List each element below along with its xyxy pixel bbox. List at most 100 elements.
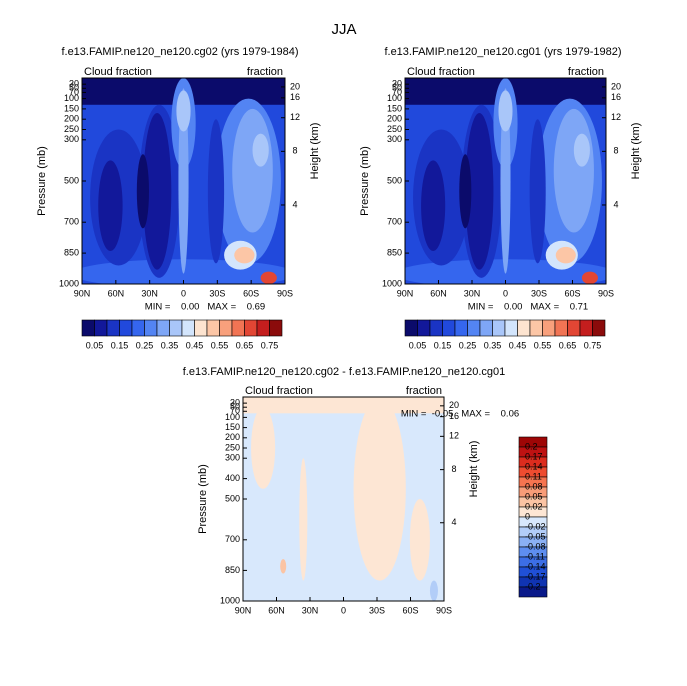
colorbar-box xyxy=(256,319,270,337)
colorbar-box xyxy=(579,319,593,337)
figure-title: JJA xyxy=(331,21,356,38)
contour-fill xyxy=(500,88,511,274)
y-tick-label: 100 xyxy=(387,93,402,103)
x-tick-label: 60S xyxy=(243,288,259,298)
x-tick-label: 90S xyxy=(277,288,293,298)
panel: f.e13.FAMIP.ne120_ne120.cg02 (yrs 1979-1… xyxy=(36,46,321,350)
y2-tick-label: 4 xyxy=(451,517,456,527)
colorbar-box xyxy=(244,319,258,337)
colorbar-label: 0.11 xyxy=(525,471,542,481)
x-tick-label: 90N xyxy=(397,288,414,298)
y-tick-label: 1000 xyxy=(382,278,402,288)
contour-fill xyxy=(234,246,255,264)
contour-fill xyxy=(555,246,576,264)
y-tick-label: 500 xyxy=(225,493,240,503)
y2-tick-label: 12 xyxy=(290,112,300,122)
stats: MIN = 0.00 MAX = 0.71 xyxy=(468,302,588,313)
x-tick-label: 90S xyxy=(436,605,452,615)
x-tick-label: 0 xyxy=(341,605,346,615)
contour-field xyxy=(405,78,606,284)
y-tick-label: 850 xyxy=(64,247,79,257)
y-tick-label: 30 xyxy=(230,397,240,407)
y-tick-label: 700 xyxy=(387,217,402,227)
colorbar-box xyxy=(131,319,145,337)
colorbar-label: -0.14 xyxy=(525,561,546,571)
contour-fill xyxy=(207,119,225,264)
colorbar-box xyxy=(454,319,468,337)
colorbar-label: 0.65 xyxy=(236,340,254,350)
x-tick-label: 60N xyxy=(108,288,125,298)
colorbar-label: 0.2 xyxy=(525,441,538,451)
x-tick-label: 60S xyxy=(402,605,418,615)
y-tick-label: 300 xyxy=(225,453,240,463)
colorbar-box xyxy=(156,319,170,337)
y-tick-label: 70 xyxy=(230,406,240,416)
y-tick-label: 500 xyxy=(387,175,402,185)
x-tick-label: 30S xyxy=(531,288,547,298)
colorbar-label: 0 xyxy=(525,511,530,521)
colorbar-label: 0.08 xyxy=(525,481,543,491)
y2-tick-label: 8 xyxy=(451,464,456,474)
contour-fill xyxy=(459,154,472,229)
colorbar-box xyxy=(231,319,245,337)
colorbar-box xyxy=(269,319,283,337)
y-axis-label: Pressure (mb) xyxy=(36,146,48,216)
colorbar-box xyxy=(479,319,493,337)
x-tick-label: 0 xyxy=(503,288,508,298)
colorbar-label: 0.15 xyxy=(434,340,452,350)
y2-tick-label: 4 xyxy=(613,199,618,209)
y-tick-label: 150 xyxy=(64,103,79,113)
contour-fill xyxy=(353,397,406,581)
y-tick-label: 1000 xyxy=(59,278,79,288)
y-tick-label: 1000 xyxy=(220,595,240,605)
colorbar-label: 0.17 xyxy=(525,451,543,461)
left-label: Cloud fraction xyxy=(407,66,475,78)
colorbar-label: 0.25 xyxy=(136,340,154,350)
y2-tick-label: 16 xyxy=(449,411,459,421)
left-label: Cloud fraction xyxy=(84,66,152,78)
colorbar-label: 0.35 xyxy=(484,340,502,350)
colorbar-box xyxy=(554,319,568,337)
y-tick-label: 250 xyxy=(387,124,402,134)
contour-fill xyxy=(581,271,598,284)
x-tick-label: 90N xyxy=(235,605,252,615)
panel-title: f.e13.FAMIP.ne120_ne120.cg01 (yrs 1979-1… xyxy=(384,46,621,58)
colorbar-label: 0.15 xyxy=(111,340,129,350)
y2-tick-label: 8 xyxy=(613,146,618,156)
y2-tick-label: 16 xyxy=(611,92,621,102)
colorbar-label: 0.05 xyxy=(409,340,427,350)
y-tick-label: 250 xyxy=(64,124,79,134)
colorbar-box xyxy=(492,319,506,337)
y-tick-label: 150 xyxy=(387,103,402,113)
y-axis-label: Pressure (mb) xyxy=(197,464,209,534)
panel-title: f.e13.FAMIP.ne120_ne120.cg02 (yrs 1979-1… xyxy=(61,46,298,58)
right-label: fraction xyxy=(406,385,442,397)
y2-tick-label: 20 xyxy=(290,81,300,91)
y2-axis-label: Height (km) xyxy=(468,441,480,498)
x-tick-label: 60N xyxy=(430,288,447,298)
colorbar-label: 0.65 xyxy=(559,340,577,350)
contour-fill xyxy=(176,90,191,132)
colorbar-label: 0.45 xyxy=(186,340,204,350)
contour-fill xyxy=(142,113,172,270)
y-tick-label: 70 xyxy=(69,87,79,97)
y-tick-label: 100 xyxy=(64,93,79,103)
x-tick-label: 60S xyxy=(564,288,580,298)
colorbar-label: 0.05 xyxy=(86,340,104,350)
colorbar-box xyxy=(518,586,548,598)
y-tick-label: 200 xyxy=(387,114,402,124)
x-tick-label: 90N xyxy=(74,288,91,298)
colorbar-box xyxy=(206,319,220,337)
y-tick-label: 150 xyxy=(225,422,240,432)
colorbar-box xyxy=(94,319,108,337)
contour-fill xyxy=(409,499,430,581)
colorbar-box xyxy=(144,319,158,337)
y2-tick-label: 20 xyxy=(449,400,459,410)
colorbar-box xyxy=(429,319,443,337)
colorbar-box xyxy=(529,319,543,337)
y-tick-label: 70 xyxy=(392,87,402,97)
colorbar-label: -0.08 xyxy=(525,541,546,551)
colorbar-box xyxy=(181,319,195,337)
right-label: fraction xyxy=(568,66,604,78)
contour-fill xyxy=(178,88,189,274)
